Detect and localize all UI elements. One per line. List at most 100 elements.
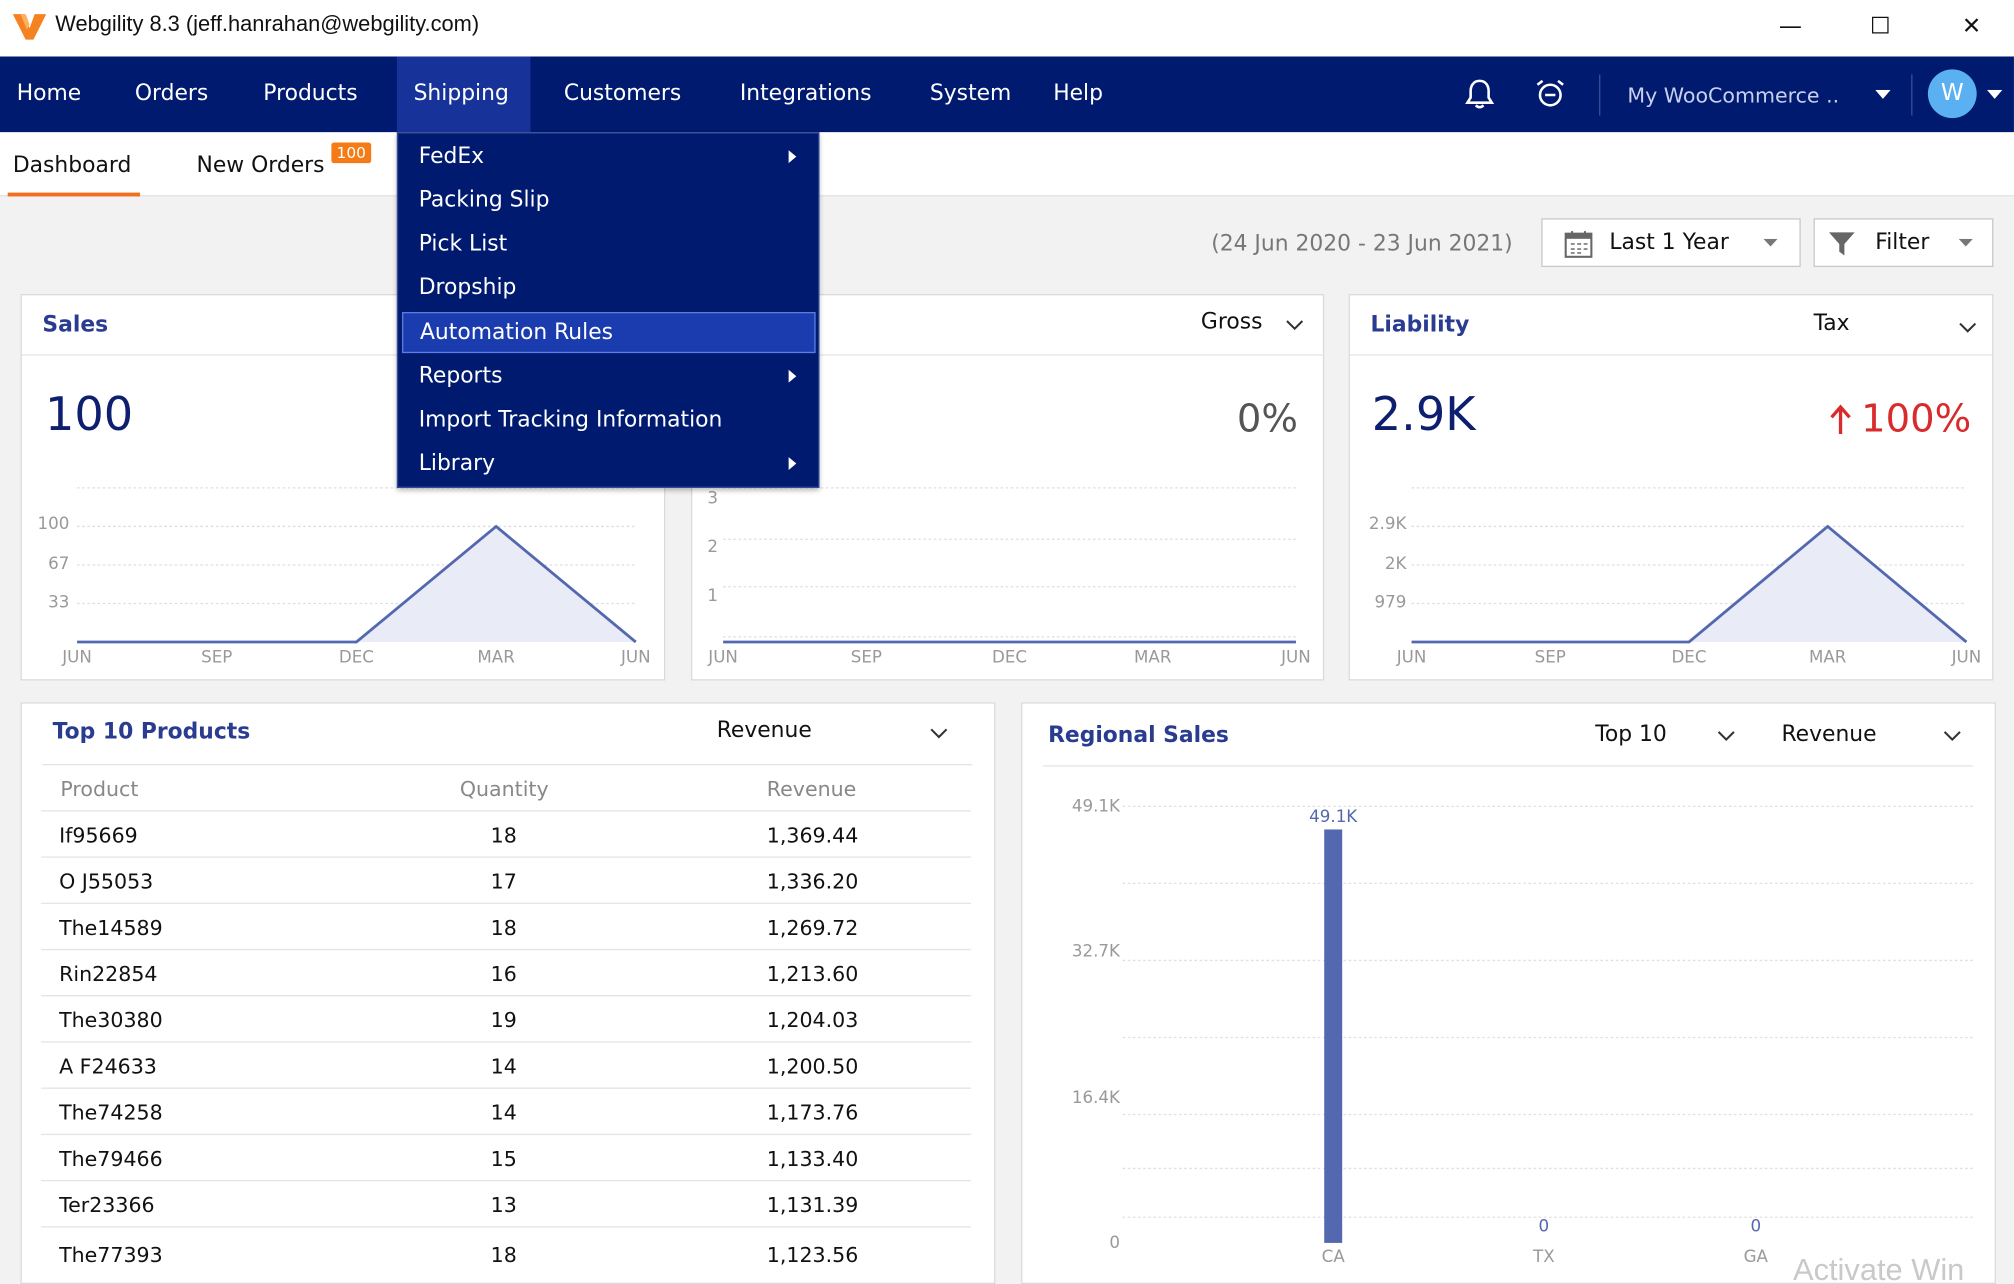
tab-dashboard[interactable]: Dashboard [12, 152, 132, 179]
menu-item-label: Packing Slip [418, 187, 550, 214]
sales-chart: 100 67 33 JUN SEP DEC MAR JUN [37, 487, 651, 667]
y-tick-label: 32.7K [1072, 942, 1121, 961]
close-icon: ✕ [1961, 12, 1982, 40]
series-line [77, 524, 637, 644]
table-row[interactable]: If95669 18 1,369.44 [41, 810, 972, 856]
period-select[interactable]: Last 1 Year [1541, 218, 1801, 268]
nav-home[interactable]: Home [16, 80, 82, 107]
bar-ca [1324, 829, 1343, 1243]
chevron-down-icon[interactable] [930, 728, 948, 740]
cell-quantity: 14 [490, 1100, 517, 1125]
cell-product: The79466 [59, 1146, 163, 1172]
chevron-down-icon[interactable] [1959, 322, 1977, 334]
minimize-button[interactable]: — [1752, 0, 1829, 51]
table-row[interactable]: O J55053 17 1,336.20 [41, 856, 972, 902]
filter-button[interactable]: Filter [1813, 218, 1994, 268]
top-products-card: Top 10 Products Revenue Product Quantity… [20, 702, 996, 1284]
main-nav: Home Orders Products Shipping Customers … [0, 56, 2014, 133]
chevron-down-icon[interactable] [1943, 731, 1961, 743]
cell-product: The74258 [59, 1100, 163, 1125]
y-tick-label: 0 [1109, 1233, 1120, 1252]
chevron-down-icon[interactable] [1286, 320, 1304, 332]
bell-icon[interactable] [1463, 77, 1496, 110]
regional-sales-title: Regional Sales [1048, 722, 1229, 749]
x-tick-label: GA [1744, 1247, 1769, 1266]
menu-item-pick-list[interactable]: Pick List [402, 223, 816, 264]
tab-new-orders[interactable]: New Orders [196, 152, 325, 179]
data-label: 0 [1539, 1216, 1550, 1235]
regional-top-select[interactable]: Top 10 [1595, 721, 1667, 748]
x-tick-label: SEP [1535, 648, 1566, 667]
y-tick-label: 49.1K [1072, 796, 1121, 815]
cell-quantity: 14 [490, 1054, 517, 1079]
table-row[interactable]: Rin22854 16 1,213.60 [41, 948, 972, 995]
x-tick-label: JUN [707, 648, 738, 667]
avatar-caret-icon[interactable] [1986, 89, 2003, 100]
x-tick-label: DEC [992, 648, 1027, 667]
nav-shipping[interactable]: Shipping [396, 56, 531, 133]
y-tick-label: 16.4K [1072, 1088, 1121, 1107]
profit-chart: 3 2 1 JUN SEP DEC MAR JUN [707, 487, 1311, 667]
menu-item-label: Library [418, 450, 496, 477]
new-orders-badge: 100 [331, 142, 372, 164]
top-products-metric-select[interactable]: Revenue [716, 717, 812, 744]
x-tick-label: JUN [1951, 648, 1982, 667]
menu-item-library[interactable]: Library [402, 443, 816, 484]
cell-revenue: 1,336.20 [766, 869, 859, 894]
nav-customers[interactable]: Customers [563, 80, 682, 107]
table-row[interactable]: The79466 15 1,133.40 [41, 1133, 972, 1180]
table-row[interactable]: The30380 19 1,204.03 [41, 995, 972, 1041]
tab-bar: Dashboard New Orders 100 [0, 132, 2014, 197]
menu-item-label: FedEx [418, 143, 485, 170]
x-tick-label: MAR [477, 648, 515, 667]
alarm-clock-icon[interactable] [1534, 77, 1567, 110]
caret-down-icon [1958, 238, 1973, 247]
calendar-icon [1564, 231, 1593, 258]
data-label: 0 [1750, 1216, 1761, 1235]
maximize-button[interactable]: ☐ [1842, 0, 1919, 51]
liability-value: 2.9K [1371, 389, 1476, 442]
cell-product: The14589 [59, 915, 163, 940]
table-row[interactable]: The74258 14 1,173.76 [41, 1087, 972, 1134]
liability-type-select[interactable]: Tax [1813, 310, 1850, 337]
cell-revenue: 1,213.60 [766, 961, 859, 987]
nav-system[interactable]: System [929, 80, 1012, 107]
card-header-divider [21, 354, 665, 356]
x-tick-label: SEP [201, 648, 232, 667]
cell-revenue: 1,173.76 [766, 1100, 859, 1125]
nav-help[interactable]: Help [1053, 80, 1103, 107]
series-area [77, 526, 636, 642]
avatar[interactable]: W [1927, 69, 1977, 119]
cell-quantity: 18 [490, 1242, 517, 1268]
y-tick-label: 33 [48, 592, 69, 611]
close-button[interactable]: ✕ [1933, 0, 2010, 51]
menu-item-import-tracking[interactable]: Import Tracking Information [402, 399, 816, 440]
card-header-divider [692, 354, 1323, 356]
nav-divider [1911, 74, 1913, 116]
cell-revenue: 1,131.39 [766, 1192, 859, 1218]
table-row[interactable]: The14589 18 1,269.72 [41, 902, 972, 949]
store-caret-icon [1875, 89, 1891, 99]
x-tick-label: DEC [339, 648, 374, 667]
menu-item-reports[interactable]: Reports [402, 356, 816, 397]
table-row[interactable]: Ter23366 13 1,131.39 [41, 1179, 972, 1226]
nav-products[interactable]: Products [263, 80, 358, 107]
regional-metric-select[interactable]: Revenue [1781, 721, 1877, 748]
chevron-down-icon[interactable] [1717, 731, 1735, 743]
profit-change: 0% [1236, 396, 1299, 442]
menu-item-automation-rules[interactable]: Automation Rules [402, 312, 816, 354]
profit-type-select[interactable]: Gross [1200, 309, 1263, 336]
nav-orders[interactable]: Orders [134, 80, 209, 107]
menu-item-packing-slip[interactable]: Packing Slip [402, 180, 816, 221]
liability-card: Liability Tax 2.9K 100% 2.9K 2K 979 JUN SEP D… [1348, 294, 1994, 681]
y-tick-label: 1 [707, 586, 718, 605]
menu-item-dropship[interactable]: Dropship [402, 267, 816, 308]
card-header-divider [42, 763, 973, 766]
store-selector[interactable]: My WooCommerce .. [1627, 56, 1839, 132]
menu-item-fedex[interactable]: FedEx [402, 136, 816, 177]
card-header-divider [1349, 354, 1993, 356]
sales-card-title: Sales [42, 312, 109, 338]
nav-integrations[interactable]: Integrations [739, 80, 872, 107]
table-row[interactable]: A F24633 14 1,200.50 [41, 1041, 972, 1087]
table-row[interactable]: The77393 18 1,123.56 [41, 1226, 972, 1280]
